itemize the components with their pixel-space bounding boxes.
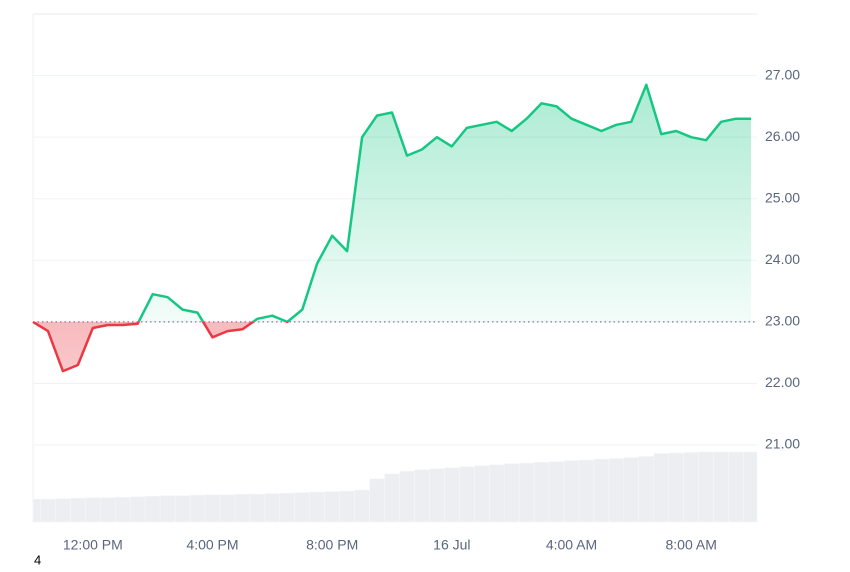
volume-bar [548,461,565,523]
price-area [33,84,751,372]
volume-bar [70,497,86,523]
corner-text: 4 [34,552,41,567]
volume-bar [683,452,699,523]
x-tick-label: 8:00 PM [306,537,358,553]
y-tick-label: 27.00 [765,66,800,82]
volume-bar [608,458,625,523]
volume-bar [698,451,714,523]
y-tick-label: 22.00 [765,374,800,390]
x-tick-label: 4:00 PM [186,537,238,553]
volume-bar [234,493,251,523]
volume-bar [294,492,310,523]
volume-bar [309,491,325,523]
volume-bar [474,465,490,523]
y-tick-label: 24.00 [765,251,800,267]
x-tick-label: 16 Jul [433,537,470,553]
volume-bar [563,460,580,523]
volume-bar [100,497,116,523]
volume-bar [40,498,56,523]
volume-bar [159,495,176,523]
x-tick-label: 12:00 PM [63,537,123,553]
volume-bar [728,451,744,523]
volume-bar [713,451,729,523]
volume-bar [743,451,758,523]
y-tick-label: 23.00 [765,313,800,329]
volume-bar [144,495,161,523]
volume-bar [593,458,610,523]
volume-bar [189,494,206,523]
volume-bar [638,456,655,523]
x-tick-label: 8:00 AM [665,537,716,553]
volume-bar [129,496,146,523]
volume-bar [399,470,415,523]
volume-bar [32,498,41,523]
volume-bar [459,466,475,523]
volume-bar [115,496,131,523]
volume-bar [384,473,400,523]
volume-bar [369,478,385,523]
volume-bar [174,495,191,523]
volume-bar [249,493,266,523]
y-tick-label: 25.00 [765,189,800,205]
volume-bar [85,497,101,523]
volume-bar [444,467,460,523]
volume-bar [653,453,669,523]
volume-bar [429,468,445,523]
volume-bar [414,469,430,523]
price-line [32,83,751,373]
volume-bar [518,462,535,523]
volume-bar [488,464,505,523]
volume-bar [668,452,684,523]
volume-bar [55,498,71,523]
volume-bar [354,489,370,523]
volume-bar [219,494,236,523]
volume-bar [578,459,595,523]
volume-bar [503,463,520,523]
volume-bar [204,494,221,523]
volume-bar [264,493,281,523]
volume-bar [623,457,640,523]
y-tick-label: 26.00 [765,128,800,144]
volume-bar [339,490,355,523]
volume-bar [324,491,340,523]
volume-bar [279,492,296,523]
y-tick-label: 21.00 [765,436,800,452]
volume-bar [533,461,550,523]
x-tick-label: 4:00 AM [546,537,597,553]
